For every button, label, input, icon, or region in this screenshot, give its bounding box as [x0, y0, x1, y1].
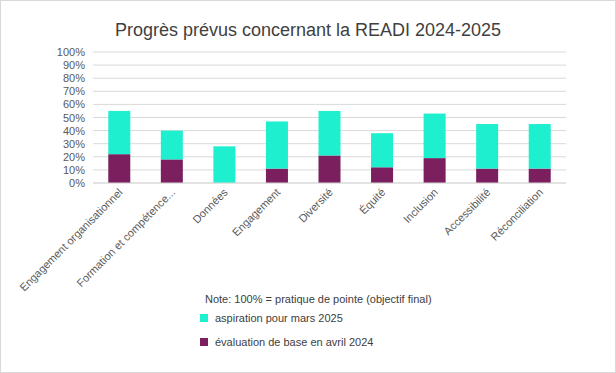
bars [108, 111, 550, 183]
x-axis [93, 183, 566, 184]
bar [529, 124, 551, 169]
legend-label: aspiration pour mars 2025 [215, 312, 343, 324]
x-tick-label: Formation et compétence... [74, 186, 177, 289]
legend-swatch [200, 338, 208, 346]
x-tick-label: Réconciliation [488, 186, 545, 243]
y-tick-label: 10% [63, 164, 85, 176]
y-tick-label: 40% [63, 125, 85, 137]
grid-line [93, 78, 566, 79]
x-tick-label: Engagement organisationnel [17, 186, 125, 294]
legend-label: évaluation de base en avril 2024 [215, 336, 373, 348]
bar [213, 146, 235, 183]
bar [371, 167, 393, 183]
bar [476, 124, 498, 169]
bar [108, 154, 130, 183]
y-tick-label: 0% [69, 177, 85, 189]
y-tick-label: 20% [63, 151, 85, 163]
x-tick-label: Diversité [296, 186, 335, 225]
x-tick-label: Équité [357, 186, 388, 217]
y-tick-label: 70% [63, 85, 85, 97]
chart: Progrès prévus concernant la READI 2024-… [0, 0, 616, 373]
y-tick-label: 80% [63, 72, 85, 84]
grid-line [93, 183, 566, 184]
x-tick-label: Accessibilité [441, 186, 492, 237]
bar [161, 159, 183, 183]
x-tick-label: Engagement [230, 186, 283, 239]
y-tick-label: 90% [63, 59, 85, 71]
frame [1, 1, 616, 373]
bar [424, 114, 446, 159]
bar [319, 111, 341, 156]
y-tick-label: 100% [57, 46, 85, 58]
grid-line [93, 65, 566, 66]
bar [476, 169, 498, 183]
y-tick-label: 50% [63, 112, 85, 124]
bar [161, 131, 183, 160]
y-tick-label: 30% [63, 138, 85, 150]
grid-line [93, 52, 566, 53]
bar [529, 169, 551, 183]
bar [266, 121, 288, 168]
grid-line [93, 104, 566, 105]
x-tick-label: Inclusion [401, 186, 440, 225]
y-tick-label: 60% [63, 98, 85, 110]
bar [266, 169, 288, 183]
legend-swatch [200, 314, 208, 322]
bar [371, 133, 393, 167]
annotation: Note: 100% = pratique de pointe (objecti… [205, 293, 432, 305]
bar [108, 111, 130, 154]
title: Progrès prévus concernant la READI 2024-… [115, 20, 501, 40]
grid-line [93, 91, 566, 92]
bar [319, 155, 341, 183]
x-tick-label: Données [190, 186, 230, 226]
bar [424, 158, 446, 183]
